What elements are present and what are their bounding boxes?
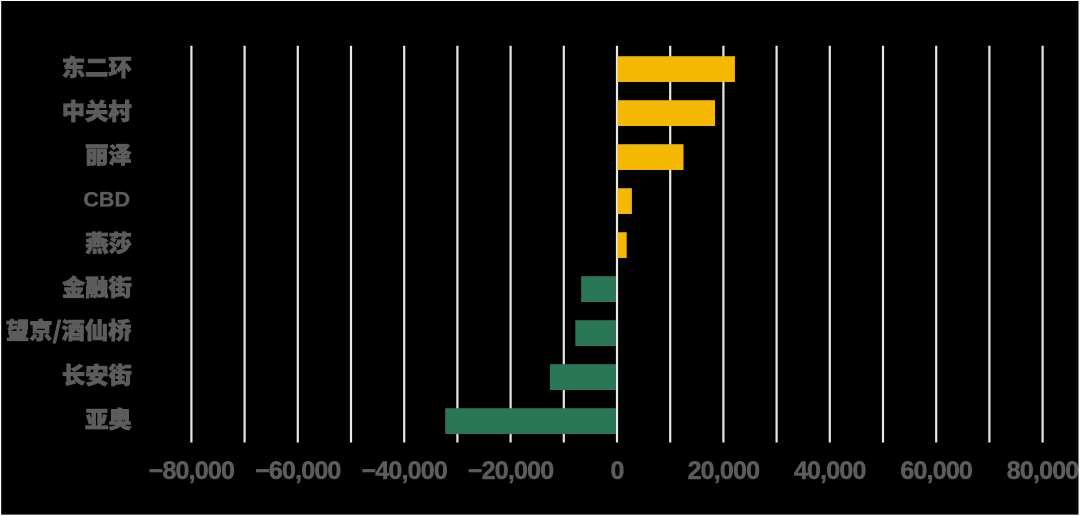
svg-text:80,000: 80,000 [1007,457,1079,485]
svg-text:−20,000: −20,000 [468,457,553,485]
svg-text:−60,000: −60,000 [255,457,340,485]
svg-text:60,000: 60,000 [900,457,972,485]
svg-text:−80,000: −80,000 [149,457,234,485]
svg-text:20,000: 20,000 [688,457,760,485]
svg-text:40,000: 40,000 [794,457,866,485]
svg-text:0: 0 [610,457,623,485]
svg-text:CBD: CBD [83,187,130,211]
svg-text:−40,000: −40,000 [361,457,446,485]
